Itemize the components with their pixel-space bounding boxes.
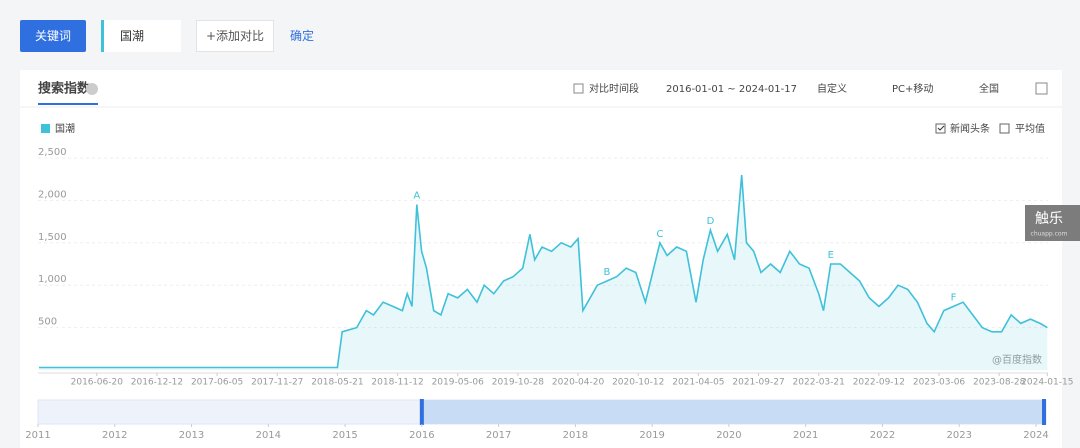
y-tick-label: 2,500 <box>38 147 67 158</box>
x-tick-label: 2024-01-15 <box>1021 378 1073 388</box>
navigator-year: 2014 <box>256 430 281 441</box>
export-icon[interactable] <box>1035 82 1048 95</box>
annotation: E <box>828 250 834 261</box>
news-label[interactable]: 新闻头条 <box>950 122 990 135</box>
x-tick-label: 2022-03-21 <box>793 378 845 388</box>
x-tick-label: 2017-11-27 <box>251 378 303 388</box>
navigator-year: 2016 <box>409 430 434 441</box>
x-tick-label: 2019-10-28 <box>492 378 545 388</box>
x-tick-label: 2016-12-12 <box>131 378 183 388</box>
area <box>39 175 1048 370</box>
badge <box>1025 205 1080 241</box>
navigator-year: 2022 <box>870 430 895 441</box>
checkbox[interactable] <box>935 123 946 134</box>
checkbox[interactable] <box>999 123 1010 134</box>
badge-site: chuapp.com <box>1031 231 1068 238</box>
annotation: B <box>604 267 611 278</box>
badge-name: 触乐 <box>1035 211 1063 227</box>
y-tick-label: 500 <box>38 317 57 328</box>
x-tick-label: 2023-08-28 <box>973 378 1026 388</box>
x-tick-label: 2023-03-06 <box>913 378 966 388</box>
y-tick-label: 1,000 <box>38 274 67 285</box>
legend-label: 国潮 <box>55 122 75 135</box>
navigator-handle[interactable] <box>1042 399 1046 425</box>
line <box>39 174 1048 369</box>
x-tick-label: 2021-04-05 <box>672 378 724 388</box>
annotation: D <box>707 216 715 227</box>
navigator-year: 2017 <box>486 430 511 441</box>
navigator-year: 2011 <box>25 430 50 441</box>
y-tick-label: 1,500 <box>38 232 67 243</box>
add-compare[interactable]: +添加对比 <box>196 20 274 52</box>
navigator-year: 2018 <box>563 430 588 441</box>
x-tick-label: 2020-10-12 <box>612 378 664 388</box>
watermark: @百度指数 <box>992 353 1042 366</box>
checkbox[interactable] <box>573 83 584 94</box>
navigator-year: 2024 <box>1023 430 1048 441</box>
card-title: 搜索指数 <box>38 81 91 97</box>
annotation: A <box>413 191 420 202</box>
x-tick-label: 2019-05-06 <box>432 378 485 388</box>
annotation: C <box>656 229 663 240</box>
navigator-year: 2013 <box>179 430 204 441</box>
compare-label[interactable]: 对比时间段 <box>589 82 639 95</box>
keyword-input[interactable]: 国潮 <box>101 20 181 52</box>
help-icon[interactable] <box>86 83 98 95</box>
device-select[interactable]: PC+移动 <box>892 82 933 95</box>
x-tick-label: 2018-11-12 <box>371 378 423 388</box>
x-tick-label: 2016-06-20 <box>71 378 124 388</box>
legend-swatch <box>41 124 50 133</box>
navigator-selection <box>421 400 1046 424</box>
tab-button[interactable]: 关键词 <box>20 20 86 52</box>
navigator-year: 2012 <box>102 430 127 441</box>
confirm-link[interactable]: 确定 <box>290 29 315 43</box>
range-label[interactable]: 2016-01-01 ~ 2024-01-17 <box>666 84 797 95</box>
x-tick-label: 2017-06-05 <box>191 378 243 388</box>
navigator-year: 2020 <box>716 430 741 441</box>
x-tick-label: 2018-05-21 <box>311 378 363 388</box>
navigator-year: 2019 <box>639 430 664 441</box>
card <box>20 70 1062 448</box>
navigator-year: 2015 <box>332 430 357 441</box>
x-tick-label: 2020-04-20 <box>552 378 605 388</box>
region-select[interactable]: 全国 <box>979 82 999 95</box>
custom-select[interactable]: 自定义 <box>817 82 847 95</box>
y-tick-label: 2,000 <box>38 189 67 200</box>
average-label[interactable]: 平均值 <box>1015 122 1045 135</box>
navigator-year: 2023 <box>947 430 972 441</box>
navigator-year: 2021 <box>793 430 818 441</box>
annotation: F <box>951 292 957 303</box>
x-tick-label: 2021-09-27 <box>732 378 784 388</box>
x-tick-label: 2022-09-12 <box>853 378 905 388</box>
navigator-handle[interactable] <box>419 399 424 425</box>
check <box>937 125 945 131</box>
